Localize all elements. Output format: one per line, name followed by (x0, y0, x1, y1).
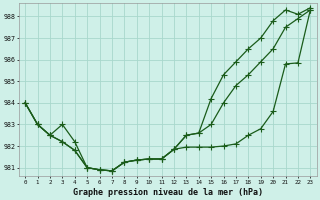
X-axis label: Graphe pression niveau de la mer (hPa): Graphe pression niveau de la mer (hPa) (73, 188, 263, 197)
